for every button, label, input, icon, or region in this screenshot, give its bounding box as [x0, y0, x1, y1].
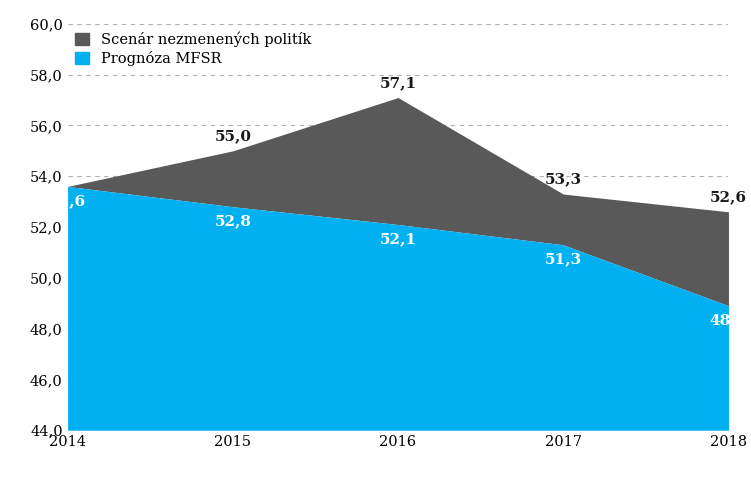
- Text: 52,8: 52,8: [214, 214, 252, 228]
- Text: 51,3: 51,3: [544, 252, 582, 266]
- Text: 52,1: 52,1: [379, 232, 417, 246]
- Text: 55,0: 55,0: [214, 129, 252, 143]
- Text: 53,3: 53,3: [544, 173, 582, 186]
- Text: 52,6: 52,6: [710, 190, 747, 204]
- Text: 48,9: 48,9: [710, 314, 747, 327]
- Text: 57,1: 57,1: [379, 76, 417, 90]
- Text: 53,6: 53,6: [49, 194, 86, 208]
- Legend: Scenár nezmenených politík, Prognóza MFSR: Scenár nezmenených politík, Prognóza MFS…: [75, 31, 312, 66]
